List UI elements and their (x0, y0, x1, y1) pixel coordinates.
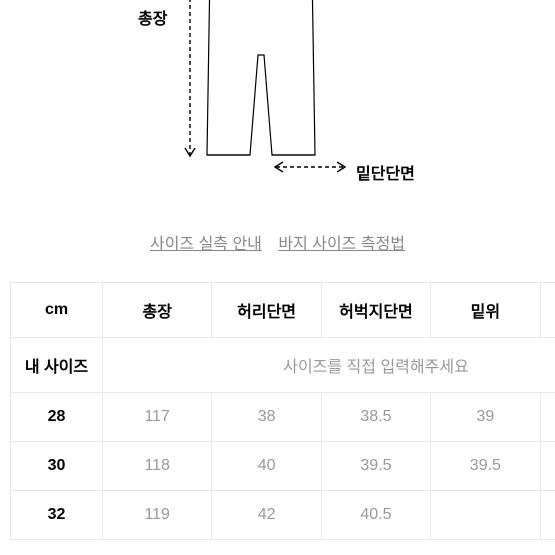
label-hem: 밑단단면 (356, 160, 415, 184)
table-row: 32 119 42 40.5 (11, 491, 555, 540)
size-value: 42 (212, 491, 321, 540)
links-row: 사이즈 실측 안내 바지 사이즈 측정법 (0, 230, 555, 254)
size-value: 38 (212, 393, 321, 442)
size-value: 19 (540, 442, 555, 491)
col-header: 총장 (103, 283, 212, 338)
size-value: 39 (431, 393, 540, 442)
my-size-input-cell[interactable]: 사이즈를 직접 입력해주세요 (103, 338, 555, 393)
link-measure-howto[interactable]: 바지 사이즈 측정법 (278, 236, 405, 253)
size-value: 39.5 (431, 442, 540, 491)
size-label: 32 (11, 491, 103, 540)
col-header: 허벅지단면 (321, 283, 430, 338)
size-value: 119 (103, 491, 212, 540)
my-size-row: 내 사이즈 사이즈를 직접 입력해주세요 (11, 338, 555, 393)
pants-outline (207, 0, 315, 155)
size-value (431, 491, 540, 540)
label-total-length: 총장 (138, 5, 167, 29)
col-header: 밑위 (431, 283, 540, 338)
size-value (540, 491, 555, 540)
size-diagram: 총장 밑단단면 (0, 0, 555, 220)
col-header: 밑단 (540, 283, 555, 338)
col-header: 허리단면 (212, 283, 321, 338)
size-value: 117 (103, 393, 212, 442)
my-size-label: 내 사이즈 (11, 338, 103, 393)
pants-outline-svg (176, 0, 346, 180)
size-table: cm 총장 허리단면 허벅지단면 밑위 밑단 내 사이즈 사이즈를 직접 입력해… (10, 282, 555, 540)
table-row: 30 118 40 39.5 39.5 19 (11, 442, 555, 491)
size-value: 39.5 (321, 442, 430, 491)
size-value: 40 (212, 442, 321, 491)
table-header-row: cm 총장 허리단면 허벅지단면 밑위 밑단 (11, 283, 555, 338)
size-value: 18 (540, 393, 555, 442)
table-row: 28 117 38 38.5 39 18 (11, 393, 555, 442)
size-label: 28 (11, 393, 103, 442)
link-size-guide[interactable]: 사이즈 실측 안내 (150, 236, 262, 253)
size-label: 30 (11, 442, 103, 491)
size-value: 40.5 (321, 491, 430, 540)
unit-header: cm (11, 283, 103, 338)
size-value: 118 (103, 442, 212, 491)
size-value: 38.5 (321, 393, 430, 442)
